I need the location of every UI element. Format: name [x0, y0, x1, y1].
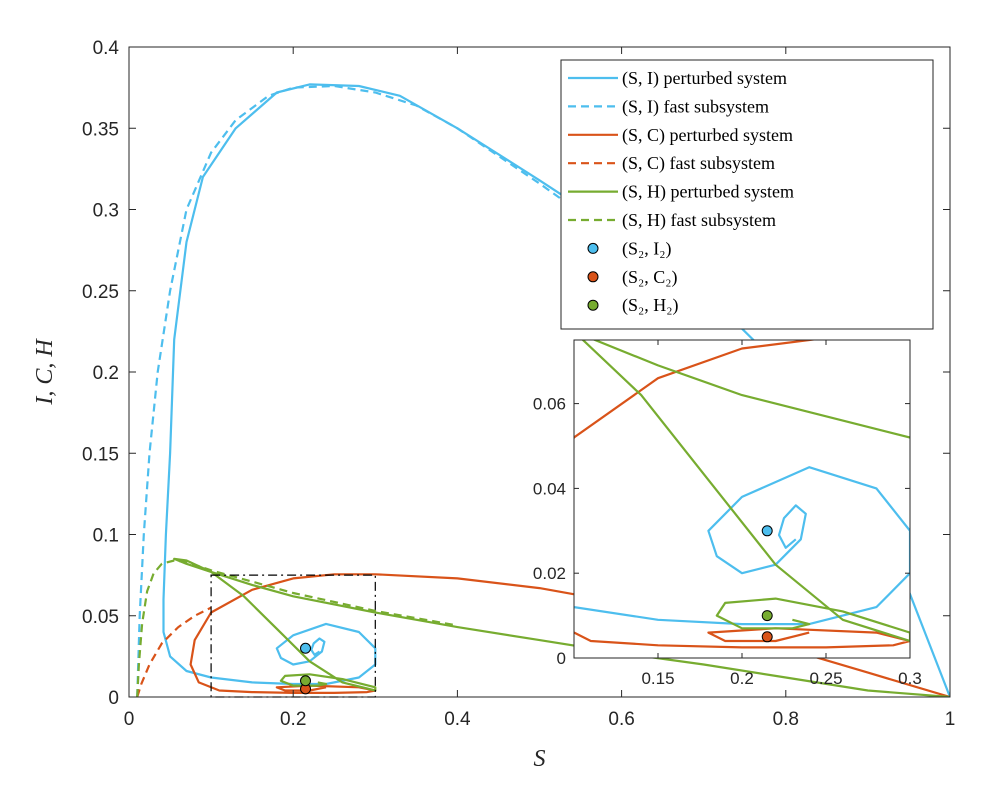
- y-tick-label: 0.1: [93, 526, 119, 547]
- legend-swatch-s2-c2: [587, 271, 599, 283]
- y-tick-label: 0.3: [93, 201, 119, 222]
- legend-label-s2-c2: (S₂, C₂): [622, 267, 678, 288]
- inset-y-tick-label: 0: [557, 649, 566, 668]
- y-tick-label: 0.2: [93, 363, 119, 384]
- inset-y-tick-label: 0.06: [533, 395, 566, 414]
- legend: (S, I) perturbed system (S, I) fast subsy…: [568, 68, 794, 316]
- legend-label-s-i-fast-subsystem: (S, I) fast subsystem: [622, 96, 769, 117]
- inset-series-s-c-perturbed-system: [574, 340, 910, 649]
- equilibrium-point-s2-h2: [300, 675, 312, 687]
- equilibrium-point-s2-i2: [300, 642, 312, 654]
- legend-label-s-i-perturbed-system: (S, I) perturbed system: [622, 68, 787, 89]
- y-tick-label: 0.05: [82, 607, 119, 628]
- inset-y-tick-label: 0.04: [533, 479, 566, 498]
- inset-series-s-h-perturbed-system: [581, 340, 910, 643]
- x-axis-label: S: [534, 746, 546, 772]
- inset-equilibrium-point-s2-c2: [761, 631, 773, 643]
- x-tick-label: 0.2: [280, 709, 306, 730]
- x-tick-label: 0.8: [773, 709, 799, 730]
- inset-x-tick-label: 0.2: [730, 669, 754, 688]
- x-tick-label: 0: [124, 709, 135, 730]
- legend-label-s2-h2: (S₂, H₂): [622, 295, 679, 316]
- x-tick-label: 0.6: [608, 709, 634, 730]
- legend-swatch-s2-i2: [587, 242, 599, 254]
- y-tick-label: 0: [108, 688, 119, 709]
- inset-x-tick-label: 0.25: [809, 669, 842, 688]
- legend-label-s2-i2: (S₂, I₂): [622, 238, 672, 259]
- series-s-i-perturbed-system: [162, 83, 950, 697]
- legend-label-s-c-fast-subsystem: (S, C) fast subsystem: [622, 153, 775, 174]
- inset-x-tick-label: 0.3: [898, 669, 922, 688]
- legend-label-s-h-perturbed-system: (S, H) perturbed system: [622, 182, 794, 203]
- legend-box: [560, 59, 934, 330]
- y-axis-label: I, C, H: [32, 338, 58, 406]
- inset-curves: [574, 340, 910, 649]
- inset-background: [574, 340, 910, 658]
- inset-equilibrium-point-s2-i2: [761, 525, 773, 537]
- inset-series-s-i-perturbed-system: [574, 466, 910, 626]
- inset-x-tick-label: 0.15: [641, 669, 674, 688]
- main-points: [300, 642, 312, 695]
- inset-ticks: 0.15 0.2 0.25 0.3 0 0.02 0.04 0.06: [533, 340, 922, 688]
- x-tick-label: 0.4: [444, 709, 471, 730]
- x-tick-label: 1: [945, 709, 956, 730]
- inset-equilibrium-point-s2-h2: [761, 610, 773, 622]
- main-ticks: 0 0.2 0.4 0.6 0.8 1 0 0.05 0.1 0.15 0.2 0.25 0.3 0.35…: [82, 38, 955, 730]
- y-tick-label: 0.35: [82, 119, 119, 140]
- y-tick-label: 0.15: [82, 444, 119, 465]
- inset-y-tick-label: 0.02: [533, 564, 566, 583]
- y-tick-label: 0.4: [93, 38, 120, 59]
- legend-swatch-s2-h2: [587, 299, 599, 311]
- legend-label-s-h-fast-subsystem: (S, H) fast subsystem: [622, 210, 776, 231]
- inset-points: [761, 525, 773, 643]
- y-tick-label: 0.25: [82, 282, 119, 303]
- legend-label-s-c-perturbed-system: (S, C) perturbed system: [622, 125, 793, 146]
- series-s-c-fast-subsystem: [136, 606, 212, 697]
- series-s-h-perturbed-system: [173, 557, 950, 697]
- series-s-h-fast-subsystem: [136, 559, 458, 697]
